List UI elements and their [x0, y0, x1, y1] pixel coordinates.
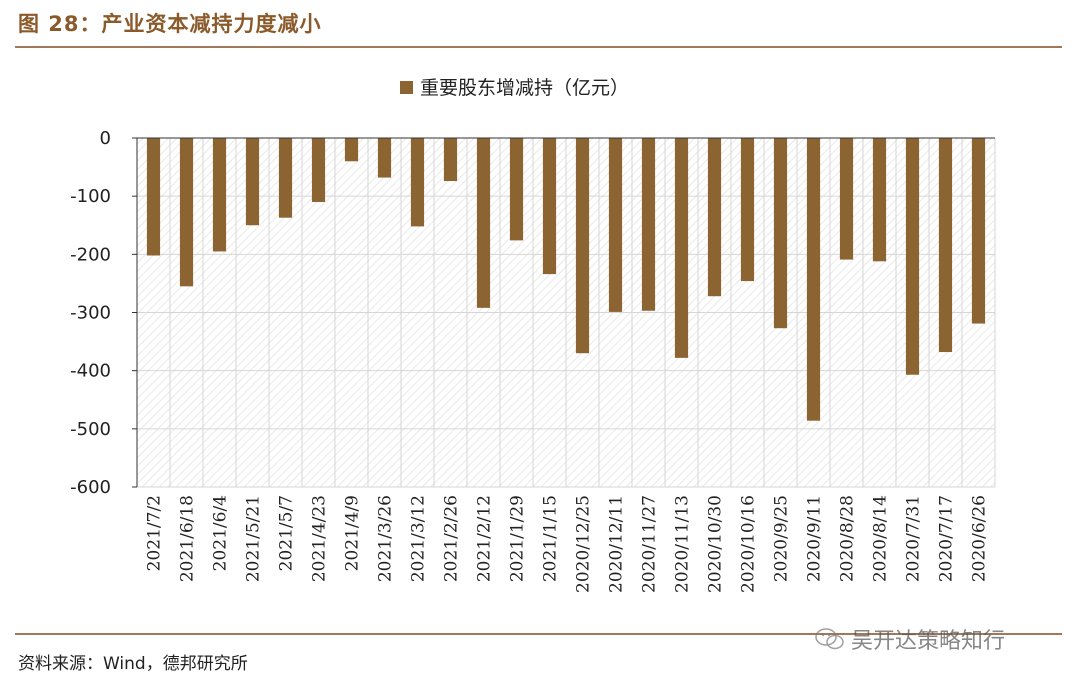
x-tick-label: 2021/3/12 [409, 495, 429, 582]
legend-swatch [400, 81, 413, 94]
bar [707, 138, 722, 297]
x-tick-label: 2020/7/17 [937, 495, 957, 582]
x-tick-label: 2020/12/11 [607, 495, 627, 593]
bar [410, 138, 425, 227]
bar-chart: 重要股东增减持（亿元） 0 -100 -200 -300 -400 -500 -600 20… [70, 77, 996, 593]
bar [971, 138, 986, 324]
legend-label: 重要股东增减持（亿元） [420, 77, 629, 99]
x-tick-label: 2021/1/29 [508, 495, 528, 582]
bottom-rule [15, 633, 1062, 635]
bar [212, 138, 227, 252]
y-tick-label: -600 [70, 477, 111, 498]
bar [509, 138, 524, 241]
top-rule [15, 46, 1062, 48]
x-tick-label: 2020/7/31 [904, 495, 924, 582]
bar [377, 138, 392, 178]
bar [740, 138, 755, 282]
bar [542, 138, 557, 275]
x-tick-label: 2021/4/23 [310, 495, 330, 582]
x-tick-label: 2020/11/13 [673, 495, 693, 593]
y-tick-label: -500 [70, 419, 111, 440]
x-tick-label: 2020/9/25 [772, 495, 792, 582]
x-tick-label: 2020/8/14 [871, 495, 891, 582]
x-tick-label: 2021/5/21 [244, 495, 264, 582]
y-tick-label: -400 [70, 361, 111, 382]
x-tick-label: 2021/6/4 [211, 495, 231, 571]
bar [938, 138, 953, 353]
bar [146, 138, 161, 256]
x-tick-label: 2020/6/26 [970, 495, 990, 582]
bar [245, 138, 260, 226]
x-tick-label: 2021/4/9 [343, 495, 363, 571]
x-tick-label: 2020/8/28 [838, 495, 858, 582]
y-tick-label: -300 [70, 303, 111, 324]
bar [344, 138, 359, 162]
legend: 重要股东增减持（亿元） [400, 77, 629, 99]
x-tick-label: 2021/1/15 [541, 495, 561, 582]
bar [476, 138, 491, 308]
x-tick-label: 2020/12/25 [574, 495, 594, 593]
bar [839, 138, 854, 260]
bar [278, 138, 293, 218]
bar [608, 138, 623, 312]
x-tick-label: 2020/10/30 [706, 495, 726, 593]
bar [674, 138, 689, 358]
bar [179, 138, 194, 287]
bar [641, 138, 656, 311]
x-tick-label: 2020/9/11 [805, 495, 825, 582]
bar [311, 138, 326, 202]
bar [872, 138, 887, 262]
x-tick-label: 2021/5/7 [277, 495, 297, 571]
y-tick-label: -200 [70, 244, 111, 265]
wechat-icon [815, 628, 844, 650]
bar [575, 138, 590, 354]
bar [806, 138, 821, 421]
watermark: 吴开达策略知行 [815, 623, 1005, 655]
x-tick-label: 2021/7/2 [145, 495, 165, 571]
x-tick-label: 2021/2/26 [442, 495, 462, 582]
x-tick-label: 2021/6/18 [178, 495, 198, 582]
y-tick-label: 0 [100, 128, 111, 149]
bar [443, 138, 458, 182]
bar [905, 138, 920, 375]
x-tick-label: 2021/2/12 [475, 495, 495, 582]
bar [773, 138, 788, 329]
watermark-text: 吴开达策略知行 [851, 629, 1006, 654]
y-tick-label: -100 [70, 186, 111, 207]
source-note: 资料来源：Wind，德邦研究所 [18, 654, 248, 674]
figure-title: 图 28：产业资本减持力度减小 [18, 12, 322, 36]
x-tick-label: 2021/3/26 [376, 495, 396, 582]
x-tick-label: 2020/10/16 [739, 495, 759, 593]
x-tick-label: 2020/11/27 [640, 495, 660, 593]
